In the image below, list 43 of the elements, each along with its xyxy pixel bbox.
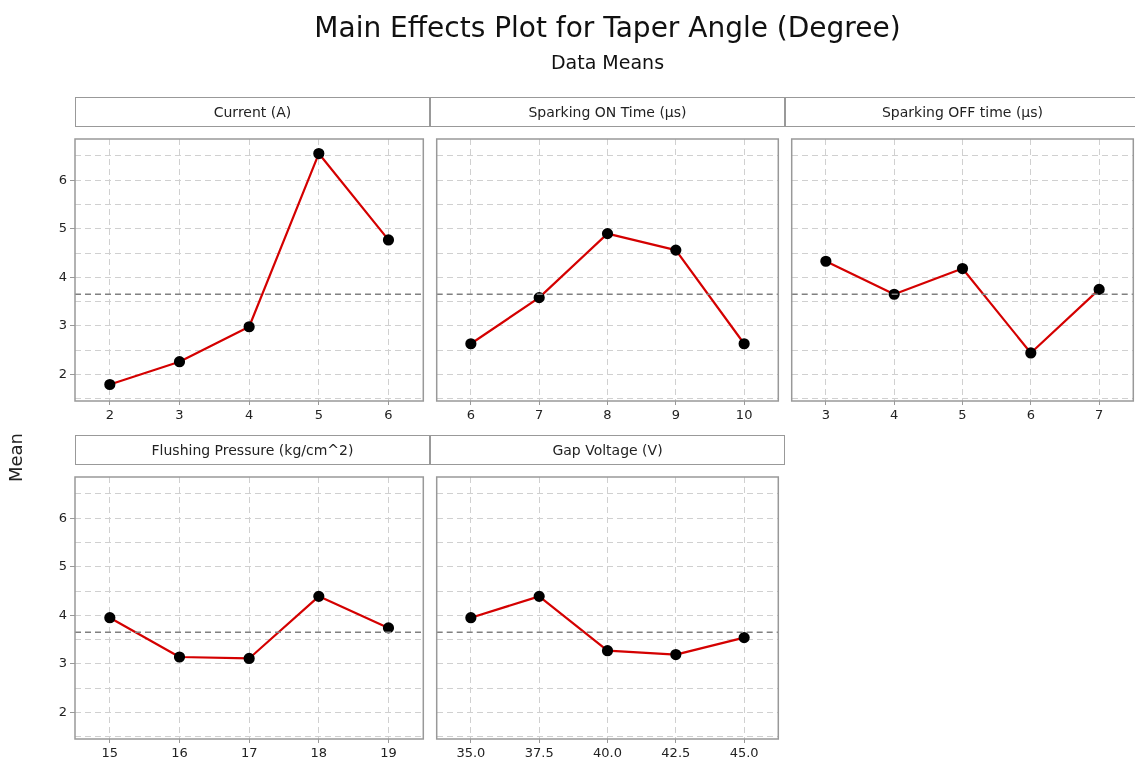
chart-title: Flushing Pressure (kg/cm^2) [151, 442, 354, 458]
chart-title: Current (A) [213, 104, 292, 120]
y-tick-label: 3 [58, 317, 67, 333]
text: Main Effects Plot for Taper Angle (Degree) [313, 10, 902, 46]
x-tick-label: 6 [466, 407, 475, 423]
x-tick-label: 42.5 [661, 745, 691, 761]
x-tick-label: 18 [310, 745, 328, 761]
chart-title: Gap Voltage (V) [552, 442, 663, 458]
x-tick-label: 19 [380, 745, 397, 761]
x-tick-label: 5 [314, 407, 323, 423]
x-tick-label: 7 [1095, 407, 1104, 423]
x-tick-label: 4 [245, 407, 254, 423]
x-tick-label: 9 [671, 407, 680, 423]
y-axis-title: Mean [4, 432, 26, 485]
y-tick-label: 4 [58, 606, 67, 622]
chart-title: Sparking ON Time (µs) [528, 104, 687, 120]
x-tick-label: 3 [821, 407, 830, 423]
x-tick-label: 15 [101, 745, 119, 761]
x-tick-label: 8 [603, 407, 612, 423]
y-tick-label: 5 [58, 220, 67, 236]
x-tick-label: 5 [958, 407, 967, 423]
x-tick-label: 45.0 [729, 745, 759, 761]
y-tick-label: 5 [58, 558, 67, 574]
y-tick-label: 2 [58, 703, 67, 719]
x-tick-label: 35.0 [456, 745, 486, 761]
y-tick-label: 2 [58, 365, 67, 381]
x-tick-label: 17 [240, 745, 258, 761]
y-tick-label: 4 [58, 268, 67, 284]
text: Data Means [549, 50, 666, 75]
x-tick-label: 6 [1026, 407, 1035, 423]
x-tick-label: 16 [171, 745, 188, 761]
y-tick-label: 3 [58, 655, 67, 671]
x-tick-label: 7 [535, 407, 544, 423]
x-tick-label: 40.0 [593, 745, 622, 761]
x-tick-label: 6 [384, 407, 393, 423]
chart-title: Sparking OFF time (µs) [881, 104, 1044, 120]
x-tick-label: 3 [175, 407, 184, 423]
y-tick-label: 6 [58, 509, 67, 525]
x-tick-label: 37.5 [524, 745, 554, 761]
y-tick-label: 6 [58, 171, 67, 187]
x-tick-label: 4 [890, 407, 899, 423]
x-tick-label: 10 [735, 407, 753, 423]
x-tick-label: 2 [105, 407, 114, 423]
